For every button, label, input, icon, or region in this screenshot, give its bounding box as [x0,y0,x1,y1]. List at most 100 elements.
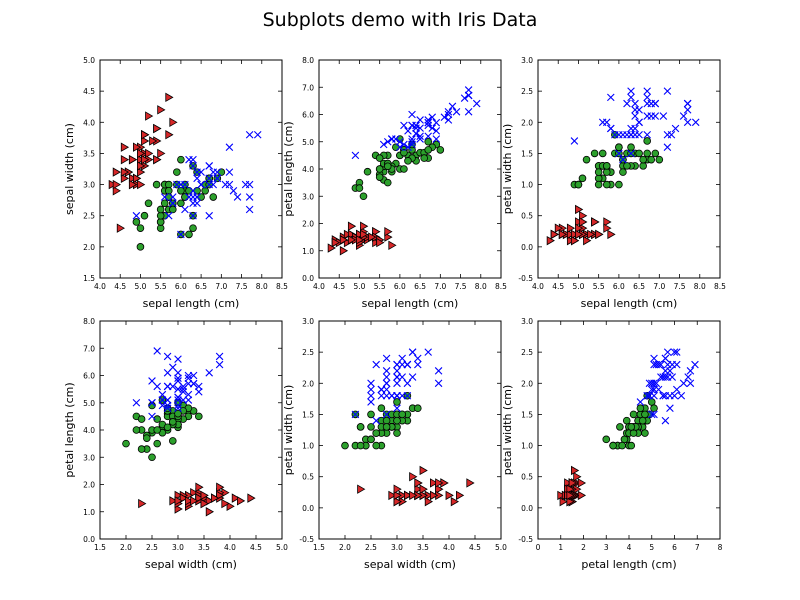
data-point [360,221,369,231]
data-point [357,484,366,494]
data-point [158,396,167,404]
data-point [636,404,645,413]
x-tick-label: 4.0 [94,282,106,291]
data-point [132,426,141,434]
data-point [393,398,401,406]
data-point [672,385,681,394]
data-point [174,396,182,404]
data-point [659,112,668,120]
data-point [659,391,667,400]
series-1 [108,92,178,233]
data-point [152,180,161,189]
data-point [655,155,664,164]
data-point [120,154,130,165]
series-2 [602,391,658,450]
data-point [636,398,645,406]
data-point [434,379,443,388]
y-tick-label: 1.0 [83,508,95,517]
data-point [424,137,433,146]
data-point [368,232,377,242]
data-point [367,391,375,400]
data-point [195,412,203,421]
data-point [367,410,375,419]
data-point [460,94,469,102]
x-tick-label: 4.0 [443,543,455,552]
data-point [440,113,449,122]
data-point [566,235,576,246]
data-point [622,416,631,425]
data-point [195,482,204,492]
data-point [132,398,141,407]
data-point [615,149,623,158]
data-point [566,229,576,240]
data-point [174,409,182,418]
data-point [466,478,475,488]
data-point [138,498,147,509]
data-point [672,348,681,356]
data-point [367,385,375,394]
data-point [559,496,568,507]
data-point [620,435,629,444]
y-tick-label: 5.0 [302,138,314,147]
x-tick-label: 8.0 [256,282,268,291]
data-point [643,391,651,400]
data-point [575,229,584,240]
data-point [444,107,453,116]
data-point [379,140,388,149]
data-point [448,102,457,111]
data-point [156,205,165,214]
data-point [205,211,213,220]
x-tick-label: 4 [627,543,632,552]
data-point [137,445,146,453]
y-tick-label: 5.0 [83,399,95,408]
data-point [570,137,579,145]
data-point [165,92,174,103]
y-tick-label: 4.0 [83,118,95,127]
y-tick-label: 7.0 [83,344,95,353]
data-point [193,168,201,176]
data-point [575,217,584,227]
y-tick-label: 1.0 [521,181,533,190]
y-tick-label: 4.0 [83,426,95,435]
data-point [356,423,365,431]
data-point [393,404,401,412]
data-point [424,118,432,127]
data-point [231,493,241,503]
data-point [647,155,656,164]
data-point [638,416,647,425]
data-point [372,360,380,369]
data-point [639,155,647,164]
data-point [627,441,636,450]
data-point [594,180,603,189]
data-point [408,348,417,356]
data-point [137,167,146,177]
data-point [209,168,218,176]
data-point [174,368,182,377]
data-point [557,490,566,501]
x-axis-label: sepal width (cm) [145,558,237,571]
data-point [225,180,234,189]
data-point [404,157,412,165]
x-tick-label: 4.5 [114,282,126,291]
data-point [400,148,408,157]
data-point [414,354,422,363]
data-point [169,117,178,127]
data-point [382,416,391,425]
data-point [137,148,146,159]
data-point [177,199,185,208]
data-point [679,379,688,388]
data-point [550,229,559,240]
subplot-2: 4.0 4.5 5.0 5.5 6.0 6.5 7.0 7.5 8.0 8.5 0.0 1.0 2.0 3… [282,56,507,310]
data-point [598,118,607,127]
x-tick-label: 4.0 [224,543,236,552]
data-point [639,162,647,170]
data-point [339,235,349,245]
data-point [375,165,384,173]
x-tick-label: 8 [718,543,723,552]
data-point [197,180,205,189]
data-point [200,490,209,501]
data-point [416,116,424,124]
x-tick-label: 5.5 [374,282,386,291]
data-point [450,496,460,507]
data-point [177,230,185,239]
